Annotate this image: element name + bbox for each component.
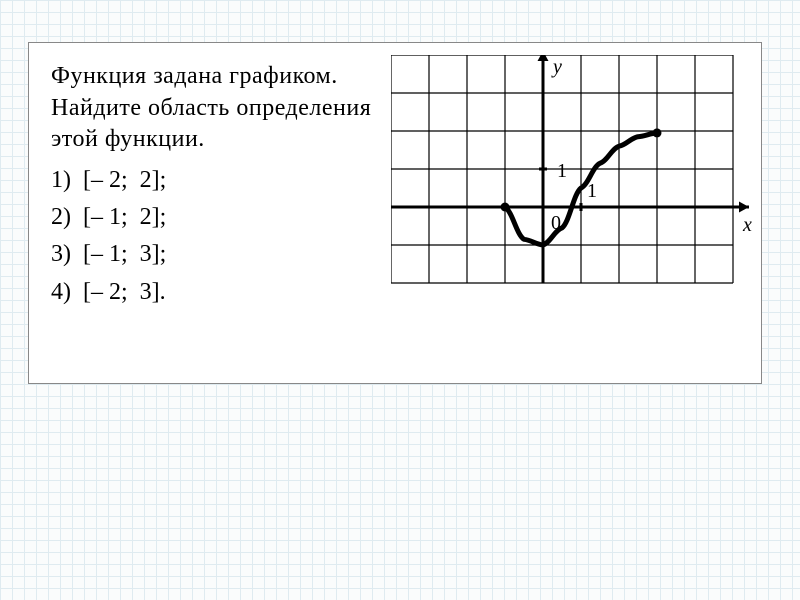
svg-text:1: 1 [557, 160, 567, 182]
chart-column: yx110 [421, 61, 739, 365]
problem-card: Функция задана графиком. Найдите область… [28, 42, 762, 384]
prompt-line: Найдите область определения [51, 93, 421, 125]
option-1: 1) [– 2; 2]; [51, 162, 421, 199]
svg-text:y: y [551, 56, 562, 78]
svg-text:0: 0 [551, 212, 561, 234]
option-3: 3) [– 1; 3]; [51, 236, 421, 273]
svg-text:x: x [742, 214, 752, 236]
function-graph: y x 11 0 [391, 55, 753, 303]
text-column: Функция задана графиком. Найдите область… [51, 61, 421, 365]
option-2: 2) [– 1; 2]; [51, 199, 421, 236]
svg-text:1: 1 [587, 180, 597, 202]
options-list: 1) [– 2; 2]; 2) [– 1; 2]; 3) [– 1; 3]; 4… [51, 162, 421, 311]
option-4: 4) [– 2; 3]. [51, 274, 421, 311]
prompt-line: Функция задана графиком. [51, 61, 421, 93]
prompt-text: Функция задана графиком. Найдите область… [51, 61, 421, 156]
prompt-line: этой функции. [51, 124, 421, 156]
